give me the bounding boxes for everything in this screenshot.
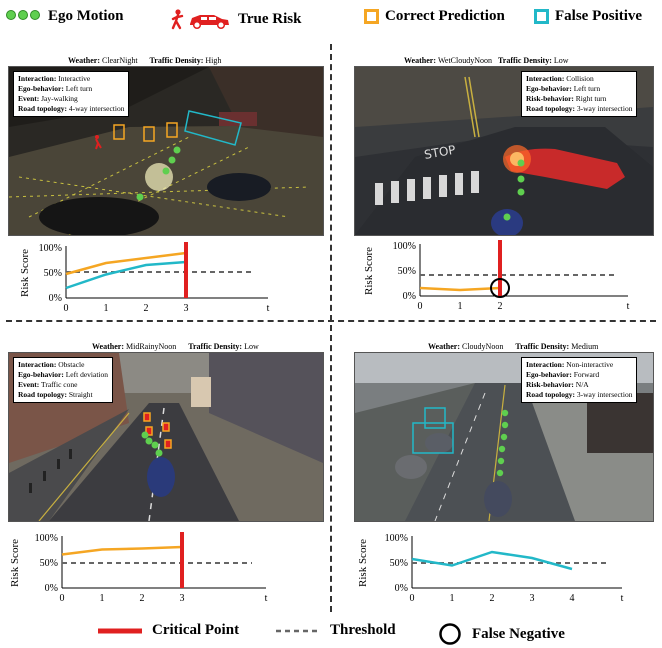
risk-score-series-line (61, 545, 183, 556)
legend-false-positive: False Positive (534, 8, 642, 25)
y-tick-label: 100% (35, 533, 58, 544)
x-tick-label: 2 (498, 301, 503, 312)
black-circle-icon (439, 623, 461, 645)
x-tick-label: 2 (144, 303, 149, 314)
x-tick-label: 2 (490, 593, 495, 604)
legend-true-risk-label: True Risk (238, 10, 302, 27)
legend-threshold: Threshold (276, 622, 396, 639)
legend-ego-motion: Ego Motion (6, 8, 123, 25)
panel-3-conditions: Weather: MidRainyNoon Traffic Density: L… (92, 342, 259, 351)
x-axis-label: t (621, 593, 624, 604)
legend-critical-point-label: Critical Point (152, 622, 240, 638)
legend-critical-point: Critical Point (98, 622, 239, 639)
legend-correct-prediction-label: Correct Prediction (385, 8, 505, 24)
x-tick-label: 3 (180, 593, 185, 604)
panel-4-chart: Risk Score 0% 50% 100% 0 1 2 3 4 t (356, 526, 652, 608)
x-tick-label: 0 (60, 593, 65, 604)
x-tick-label: 1 (100, 593, 105, 604)
legend-true-risk: True Risk (170, 8, 301, 30)
red-line-icon (98, 628, 142, 633)
y-axis-label: Risk Score (19, 249, 31, 297)
y-tick-label: 50% (40, 558, 58, 569)
panel-2-info-box: Interaction: Collision Ego-behavior: Lef… (521, 71, 638, 117)
panel-3-chart: Risk Score 0% 50% 100% 0 1 2 3 t (8, 526, 318, 608)
vertical-divider (330, 44, 332, 612)
x-tick-label: 2 (140, 593, 145, 604)
y-tick-label: 100% (39, 243, 62, 254)
y-tick-label: 50% (390, 558, 408, 569)
ego-motion-dots-icon (6, 8, 42, 25)
x-tick-label: 0 (418, 301, 423, 312)
y-tick-label: 0% (45, 583, 58, 594)
panel-1-scene-image: Interaction: Interactive Ego-behavior: L… (8, 66, 324, 236)
y-tick-label: 100% (393, 241, 416, 252)
svg-text:STOP: STOP (423, 143, 457, 162)
x-tick-label: 3 (530, 593, 535, 604)
legend-correct-prediction: Correct Prediction (364, 8, 505, 25)
y-tick-label: 0% (403, 291, 416, 302)
x-tick-label: 1 (450, 593, 455, 604)
risk-score-chart-1: Risk Score 0% 50% 100% 0 1 2 3 t (19, 242, 270, 314)
false-negative-marker (490, 278, 510, 298)
panel-4-conditions: Weather: CloudyNoon Traffic Density: Med… (428, 342, 599, 351)
panel-4-scene-image: Interaction: Non-interactive Ego-behavio… (354, 352, 654, 522)
y-tick-label: 50% (398, 266, 416, 277)
x-axis-label: t (627, 301, 630, 312)
y-tick-label: 50% (44, 268, 62, 279)
y-axis-label: Risk Score (9, 539, 21, 587)
cyan-box-icon (534, 9, 549, 24)
panel-1-conditions: Weather: ClearNight Traffic Density: Hig… (68, 56, 222, 65)
y-tick-label: 0% (395, 583, 408, 594)
panel-2-conditions: Weather: WetCloudyNoon Traffic Density: … (404, 56, 569, 65)
legend-false-negative: False Negative (438, 622, 565, 646)
risk-score-chart-2: Risk Score 0% 50% 100% 0 1 2 t (363, 240, 630, 312)
y-axis-label: Risk Score (357, 539, 369, 587)
x-tick-label: 0 (410, 593, 415, 604)
x-tick-label: 0 (64, 303, 69, 314)
x-tick-label: 4 (570, 593, 575, 604)
x-axis-label: t (267, 303, 270, 314)
risk-score-series-line (65, 260, 187, 290)
y-axis-label: Risk Score (363, 247, 375, 295)
legend-false-positive-label: False Positive (555, 8, 643, 24)
x-tick-label: 1 (104, 303, 109, 314)
x-axis-label: t (265, 593, 268, 604)
risk-score-series-line (65, 251, 187, 276)
y-tick-label: 0% (49, 293, 62, 304)
y-tick-label: 100% (385, 533, 408, 544)
dashed-line-icon (276, 629, 320, 632)
panel-1-info-box: Interaction: Interactive Ego-behavior: L… (13, 71, 130, 117)
x-tick-label: 3 (184, 303, 189, 314)
risk-score-chart-4: Risk Score 0% 50% 100% 0 1 2 3 4 t (357, 533, 624, 604)
panel-2-scene-image: STOP Interaction: Collision Ego-behavior… (354, 66, 654, 236)
x-tick-label: 1 (458, 301, 463, 312)
risk-score-series-line (419, 286, 501, 292)
panel-2-chart: Risk Score 0% 50% 100% 0 1 2 t (362, 238, 652, 316)
risk-score-series-line (411, 550, 573, 571)
panel-4-info-box: Interaction: Non-interactive Ego-behavio… (521, 357, 638, 403)
legend-ego-motion-label: Ego Motion (48, 8, 124, 24)
panel-1-chart: Risk Score 0% 50% 100% 0 1 2 3 t (18, 238, 318, 316)
legend-false-negative-label: False Negative (472, 625, 565, 642)
panel-3-info-box: Interaction: Obstacle Ego-behavior: Left… (13, 357, 113, 403)
top-legend: Ego Motion True Risk Correct Prediction … (0, 0, 662, 38)
legend-threshold-label: Threshold (330, 622, 396, 638)
panel-3-scene-image: Interaction: Obstacle Ego-behavior: Left… (8, 352, 324, 522)
orange-box-icon (364, 9, 379, 24)
true-risk-icon (171, 9, 229, 30)
risk-score-chart-3: Risk Score 0% 50% 100% 0 1 2 3 t (9, 532, 268, 604)
horizontal-divider (6, 320, 656, 322)
